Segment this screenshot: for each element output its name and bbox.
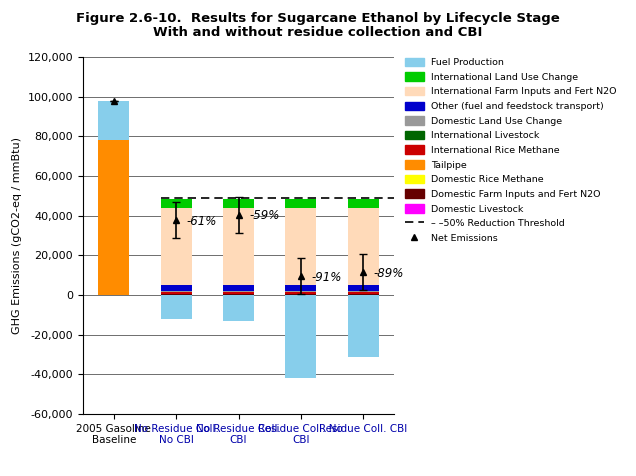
Text: Figure 2.6-10.  Results for Sugarcane Ethanol by Lifecycle Stage: Figure 2.6-10. Results for Sugarcane Eth… (76, 12, 560, 25)
Bar (98, 101, 130, 140)
Bar (223, 286, 254, 291)
Bar (348, 286, 379, 291)
Bar (223, 292, 254, 294)
Bar (160, 199, 192, 208)
Text: -59%: -59% (249, 209, 279, 222)
Bar (286, 295, 317, 378)
Bar (160, 292, 192, 294)
Y-axis label: GHG Emissions (gCO2-eq / mmBtu): GHG Emissions (gCO2-eq / mmBtu) (12, 137, 22, 334)
Bar (160, 295, 192, 319)
Bar (160, 291, 192, 292)
Bar (286, 291, 317, 292)
Bar (160, 286, 192, 291)
Bar (286, 286, 317, 291)
Text: -61%: -61% (187, 215, 217, 228)
Bar (348, 295, 379, 357)
Bar (348, 291, 379, 292)
Bar (286, 208, 317, 286)
Bar (348, 199, 379, 208)
Text: With and without residue collection and CBI: With and without residue collection and … (153, 26, 483, 39)
Bar (286, 199, 317, 208)
Bar (223, 208, 254, 286)
Bar (98, 140, 130, 295)
Bar (223, 295, 254, 321)
Bar (348, 292, 379, 294)
Bar (223, 291, 254, 292)
Bar (223, 199, 254, 208)
Text: -89%: -89% (374, 267, 404, 280)
Bar (348, 208, 379, 286)
Text: -91%: -91% (312, 271, 342, 284)
Legend: Fuel Production, International Land Use Change, International Farm Inputs and Fe: Fuel Production, International Land Use … (402, 55, 619, 246)
Bar (286, 292, 317, 294)
Bar (160, 208, 192, 286)
